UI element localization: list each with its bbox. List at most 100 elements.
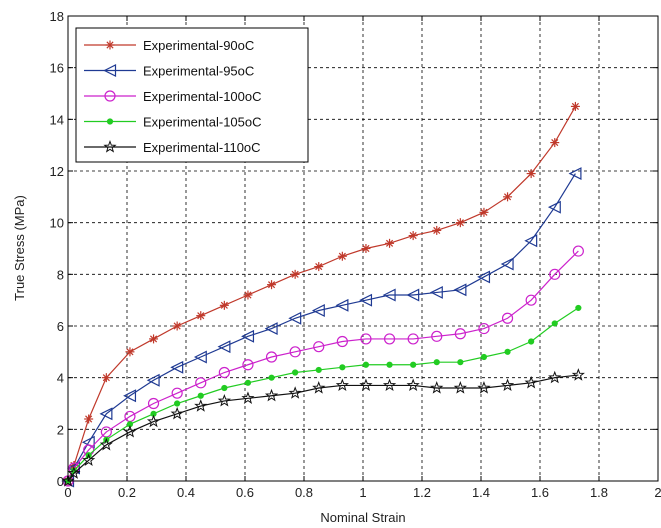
data-point xyxy=(479,207,489,217)
data-point xyxy=(170,406,184,420)
data-point xyxy=(217,340,231,354)
y-tick-label: 6 xyxy=(57,319,64,334)
data-point xyxy=(315,366,322,374)
x-tick-label: 0.2 xyxy=(118,485,136,500)
y-axis-label: True Stress (MPa) xyxy=(12,195,27,301)
x-tick-label: 0.4 xyxy=(177,485,195,500)
data-point xyxy=(478,322,490,335)
legend-marker xyxy=(103,140,117,153)
x-tick-label: 1 xyxy=(359,485,366,500)
data-point xyxy=(430,381,444,394)
series-5 xyxy=(61,368,585,487)
data-point xyxy=(453,381,467,394)
data-point xyxy=(570,101,580,111)
data-point xyxy=(359,378,373,392)
data-point xyxy=(551,320,558,327)
y-tick-label: 16 xyxy=(50,61,64,76)
data-point xyxy=(361,244,371,253)
data-point xyxy=(195,377,207,389)
y-tick-label: 8 xyxy=(57,267,64,282)
data-point xyxy=(504,348,511,355)
x-tick-label: 0.6 xyxy=(236,485,254,500)
data-point xyxy=(268,374,275,381)
data-point xyxy=(312,381,326,394)
data-point xyxy=(408,231,418,241)
x-tick-label: 1.4 xyxy=(472,485,490,500)
legend-label: Experimental-110oC xyxy=(143,140,261,155)
x-tick-label: 2 xyxy=(654,485,661,500)
data-point xyxy=(382,288,396,302)
data-point xyxy=(174,400,181,407)
data-point xyxy=(429,285,443,299)
data-point xyxy=(314,262,324,272)
data-point xyxy=(525,294,537,306)
data-point xyxy=(217,393,231,407)
data-point xyxy=(337,251,347,261)
x-tick-label: 0.8 xyxy=(295,485,313,500)
series-line xyxy=(67,307,579,482)
data-point xyxy=(575,304,582,312)
data-point xyxy=(526,169,536,179)
series-line xyxy=(67,106,576,482)
y-tick-label: 4 xyxy=(57,371,64,386)
data-point xyxy=(193,350,207,364)
data-point xyxy=(147,397,160,410)
data-point xyxy=(406,378,420,392)
data-point xyxy=(386,361,393,368)
x-tick-label: 1.8 xyxy=(590,485,608,500)
data-point xyxy=(194,399,208,412)
data-point xyxy=(383,333,396,345)
data-point xyxy=(243,290,253,300)
data-point xyxy=(61,474,75,487)
legend-label: Experimental-95oC xyxy=(143,64,254,79)
data-point xyxy=(382,378,397,392)
legend-item: Experimental-100oC xyxy=(84,89,262,104)
data-point xyxy=(359,293,373,307)
legend-item: Experimental-90oC xyxy=(84,38,254,53)
data-point xyxy=(221,384,228,392)
data-point xyxy=(99,437,113,451)
data-point xyxy=(241,329,255,343)
data-point xyxy=(524,375,538,389)
data-point xyxy=(362,361,370,368)
data-point xyxy=(335,378,349,392)
x-tick-label: 0 xyxy=(64,485,71,500)
data-point xyxy=(568,167,582,181)
data-point xyxy=(385,238,395,248)
x-axis-label: Nominal Strain xyxy=(320,510,405,525)
legend-item: Experimental-110oC xyxy=(84,140,261,155)
data-point xyxy=(99,407,113,421)
data-point xyxy=(406,288,420,302)
data-point xyxy=(549,268,561,280)
data-point xyxy=(501,312,514,324)
legend-marker xyxy=(106,118,114,125)
data-point xyxy=(335,298,349,312)
data-point xyxy=(123,424,137,438)
data-point xyxy=(218,366,230,379)
series-2 xyxy=(61,167,582,488)
data-point xyxy=(82,453,96,466)
data-point xyxy=(292,369,299,376)
data-point xyxy=(267,280,277,290)
data-point xyxy=(454,328,466,340)
data-point xyxy=(336,335,348,348)
ticks: 0 0.2 0.4 0.6 0.8 1 1.2 1.4 1.6 1.8 2 0 2 4 6 8 10 12 14 16… xyxy=(50,9,661,500)
data-point xyxy=(548,370,562,384)
legend: Experimental-90oC Experimental-95oC Experi… xyxy=(75,27,309,163)
y-tick-label: 12 xyxy=(50,164,64,179)
legend-item: Experimental-105oC xyxy=(84,115,262,130)
data-point xyxy=(244,379,252,386)
data-point xyxy=(524,234,538,248)
data-point xyxy=(339,364,346,371)
data-point xyxy=(313,341,325,353)
legend-label: Experimental-105oC xyxy=(143,115,262,130)
data-point xyxy=(290,269,300,279)
data-point xyxy=(241,391,255,404)
data-point xyxy=(125,347,135,357)
y-tick-label: 18 xyxy=(50,9,64,24)
data-point xyxy=(457,359,464,366)
legend-item: Experimental-95oC xyxy=(84,64,254,79)
data-point xyxy=(407,333,419,345)
data-point xyxy=(500,378,515,392)
